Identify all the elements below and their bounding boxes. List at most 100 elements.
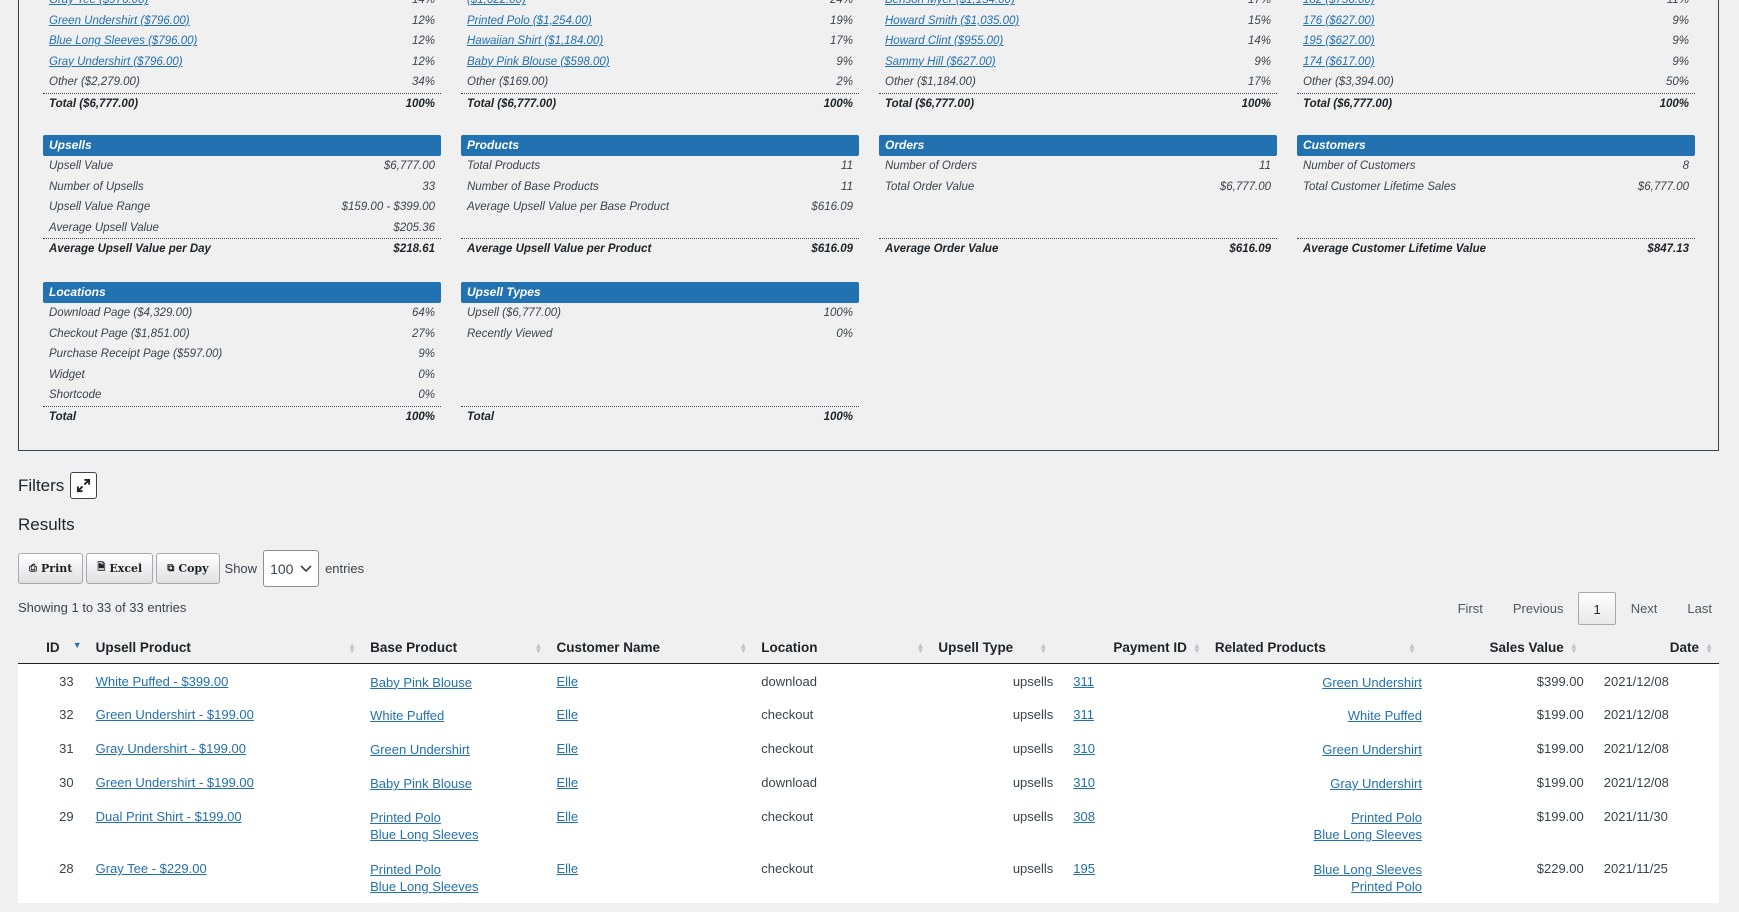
entries-select[interactable]: 100 [263,550,320,587]
panel-total: Average Upsell Value per Product $616.09 [461,238,859,259]
payment-id-link[interactable]: 310 [1073,741,1095,756]
related-product-link[interactable]: White Puffed [1347,708,1422,723]
cell-sales-value: $199.00 [1421,731,1584,765]
top-list-link[interactable]: 174 ($617.00) [1303,55,1375,68]
top-list-link[interactable]: 182 ($756.00) [1303,0,1375,7]
panel-upsells: Upsells Upsell Value $6,777.00 Number of Up… [43,135,441,259]
related-product-link[interactable]: Green Undershirt [1322,674,1422,690]
upsell-product-link[interactable]: Green Undershirt - $199.00 [95,775,254,790]
results-title: Results [18,515,75,534]
cell-sales-value: $199.00 [1421,697,1584,731]
upsell-product-link[interactable]: White Puffed - $399.00 [95,673,229,689]
column-header-related-products[interactable]: Related Products ▲ ▼ [1206,632,1422,664]
customer-link[interactable]: Elle [556,809,579,824]
column-header-sales-value[interactable]: Sales Value ▲ ▼ [1421,632,1584,664]
payment-id-link[interactable]: 311 [1073,673,1095,689]
sort-icon: ▲ ▼ [348,641,357,655]
top-list-link[interactable]: Gray Undershirt ($796.00) [49,55,183,68]
top-list-link[interactable]: 195 ($627.00) [1303,35,1375,48]
base-product-item: Green Undershirt [370,741,548,758]
column-header-base-product[interactable]: Base Product ▲ ▼ [362,632,549,664]
base-product-link[interactable]: Printed Polo [370,862,441,877]
related-product-link[interactable]: Blue Long Sleeves [1313,827,1422,842]
panel-row-value: 11 [1259,160,1271,173]
last-page-button[interactable]: Last [1687,601,1712,616]
upsell-product-link[interactable]: Gray Tee - $229.00 [95,861,207,876]
base-product-link[interactable]: Printed Polo [370,810,441,825]
base-product-link[interactable]: Green Undershirt [370,742,470,757]
cell-base-product: Baby Pink Blouse [362,663,549,697]
payment-id-link[interactable]: 308 [1073,809,1095,824]
panel-row: Upsell Value $6,777.00 [43,156,441,177]
column-header-id[interactable]: ID ▼ [18,632,88,664]
top-list-link[interactable]: 176 ($627.00) [1303,14,1375,27]
payment-id-link[interactable]: 311 [1073,707,1095,722]
base-product-link[interactable]: Baby Pink Blouse [370,674,472,690]
top-list-total-label: Total ($6,777.00) [1303,97,1393,110]
copy-label: Copy [178,562,209,575]
current-page-button[interactable]: 1 [1578,592,1616,625]
panel-spacer [461,344,859,365]
base-product-link[interactable]: Baby Pink Blouse [370,776,472,791]
next-page-button[interactable]: Next [1630,601,1658,616]
payment-id-link[interactable]: 195 [1073,861,1095,876]
top-list-link[interactable]: ($1,622.00) [467,0,526,7]
customer-link[interactable]: Elle [556,673,579,689]
related-product-link[interactable]: Gray Undershirt [1330,776,1422,791]
column-header-upsell-type[interactable]: Upsell Type ▲ ▼ [930,632,1054,664]
previous-page-button[interactable]: Previous [1512,601,1564,616]
column-header-payment-id[interactable]: Payment ID ▲ ▼ [1053,632,1207,664]
top-list-link[interactable]: Howard Smith ($1,035.00) [885,14,1020,27]
column-header-upsell-product[interactable]: Upsell Product ▲ ▼ [87,632,363,664]
customer-link[interactable]: Elle [556,861,579,876]
upsell-product-link[interactable]: Dual Print Shirt - $199.00 [95,809,242,824]
top-list-link[interactable]: Blue Long Sleeves ($796.00) [49,35,198,48]
base-product-item: Baby Pink Blouse [370,775,548,792]
payment-id-link[interactable]: 310 [1073,775,1095,790]
top-list-3: 182 ($756.00) 11% 176 ($627.00) 9% 195 ($627… [1297,0,1695,114]
top-list-link[interactable]: Benson Myer ($1,154.00) [885,0,1015,7]
column-header-label: Payment ID [1113,639,1187,655]
cell-sales-value: $199.00 [1421,765,1584,799]
top-list-link[interactable]: Hawaiian Shirt ($1,184.00) [467,35,604,48]
top-list-link[interactable]: Baby Pink Blouse ($598.00) [467,55,610,68]
print-button[interactable]: ⎙ Print [18,553,84,584]
base-product-link[interactable]: Blue Long Sleeves [370,827,479,842]
top-list-row: 176 ($627.00) 9% [1297,11,1695,32]
cell-upsell-type: upsells [930,799,1054,851]
related-product-link[interactable]: Blue Long Sleeves [1313,862,1422,877]
upsell-product-link[interactable]: Green Undershirt - $199.00 [95,707,254,722]
customer-link[interactable]: Elle [556,775,579,790]
panel-title: Products [461,135,859,156]
panel-total: Average Order Value $616.09 [879,238,1277,259]
panel-row-value: $159.00 - $399.00 [341,201,435,214]
related-product-link[interactable]: Printed Polo [1351,810,1422,825]
column-header-label: Upsell Product [95,639,191,655]
first-page-button[interactable]: First [1457,601,1483,616]
top-list-link[interactable]: Gray Tee ($976.00) [49,0,149,7]
column-header-date[interactable]: Date ▲ ▼ [1583,632,1719,664]
copy-button[interactable]: ⧉ Copy [156,553,220,584]
base-product-link[interactable]: Blue Long Sleeves [370,879,479,894]
related-product-link[interactable]: Printed Polo [1351,879,1422,894]
related-product-link[interactable]: Green Undershirt [1322,742,1422,757]
base-product-link[interactable]: White Puffed [370,708,445,723]
expand-icon[interactable] [70,472,98,499]
top-list-total: Total ($6,777.00) 100% [879,92,1277,114]
panel-row-value: 0% [418,368,435,381]
cell-location: checkout [753,697,931,731]
customer-link[interactable]: Elle [556,741,579,756]
cell-date: 2021/12/08 [1583,697,1719,731]
column-header-customer-name[interactable]: Customer Name ▲ ▼ [548,632,754,664]
top-list-link[interactable]: Green Undershirt ($796.00) [49,14,190,27]
top-list-link[interactable]: Howard Clint ($955.00) [885,35,1004,48]
top-list-link[interactable]: Sammy Hill ($627.00) [885,55,996,68]
excel-button[interactable]: 🗎 Excel [86,553,154,584]
top-list-pct: 9% [1672,35,1689,48]
upsell-product-link[interactable]: Gray Undershirt - $199.00 [95,741,246,756]
column-header-location[interactable]: Location ▲ ▼ [753,632,931,664]
top-list-link[interactable]: Printed Polo ($1,254.00) [467,14,592,27]
top-list-pct: 12% [411,55,435,68]
customer-link[interactable]: Elle [556,707,579,722]
cell-related-products: Gray Undershirt [1206,765,1422,799]
